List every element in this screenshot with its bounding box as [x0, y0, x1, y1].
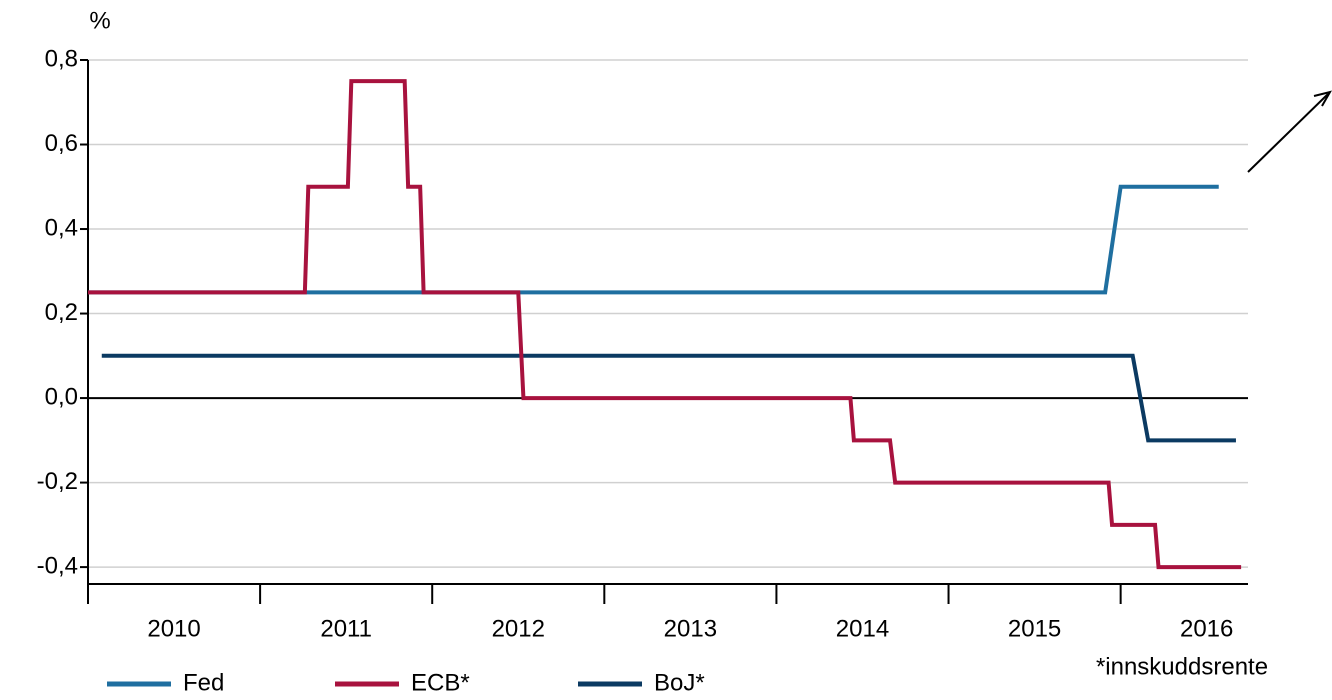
line-series — [88, 79, 1242, 570]
footnote: *innskuddsrente — [1096, 653, 1268, 680]
x-tick-label: 2015 — [1008, 615, 1061, 642]
legend-label: BoJ* — [654, 669, 705, 696]
y-tick-label: -0,4 — [37, 552, 78, 579]
legend-label: ECB* — [411, 669, 470, 696]
line-series — [88, 184, 1219, 295]
y-tick-label: 0,8 — [45, 45, 78, 72]
legend-label: Fed — [183, 669, 224, 696]
y-tick-label: 0,4 — [45, 214, 78, 241]
line-series — [101, 353, 1236, 443]
x-tick-label: 2016 — [1180, 615, 1233, 642]
annotation-arrowhead — [1313, 90, 1332, 107]
x-tick-label: 2013 — [664, 615, 717, 642]
x-tick-label: 2012 — [492, 615, 545, 642]
y-axis-label: % — [89, 7, 110, 34]
x-tick-label: 2011 — [320, 615, 372, 642]
y-tick-label: 0,2 — [45, 299, 78, 326]
x-tick-label: 2010 — [147, 615, 200, 642]
x-tick-label: 2014 — [836, 615, 889, 642]
annotation-arrow — [1247, 93, 1329, 173]
y-tick-label: -0,2 — [37, 468, 78, 495]
y-tick-label: 0,6 — [45, 130, 78, 157]
y-tick-label: 0,0 — [45, 383, 78, 410]
